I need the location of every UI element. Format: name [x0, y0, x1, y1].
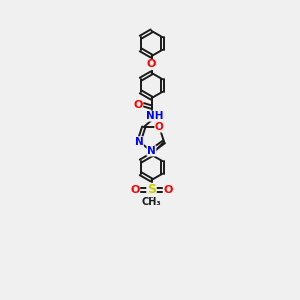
Text: N: N [135, 137, 143, 147]
Text: N: N [147, 146, 156, 156]
Text: O: O [130, 185, 140, 195]
Text: O: O [147, 59, 156, 70]
Text: CH₃: CH₃ [142, 197, 161, 207]
Text: O: O [163, 185, 173, 195]
Text: O: O [133, 100, 143, 110]
Text: O: O [155, 122, 164, 132]
Text: NH: NH [146, 111, 164, 121]
Text: S: S [147, 183, 156, 196]
